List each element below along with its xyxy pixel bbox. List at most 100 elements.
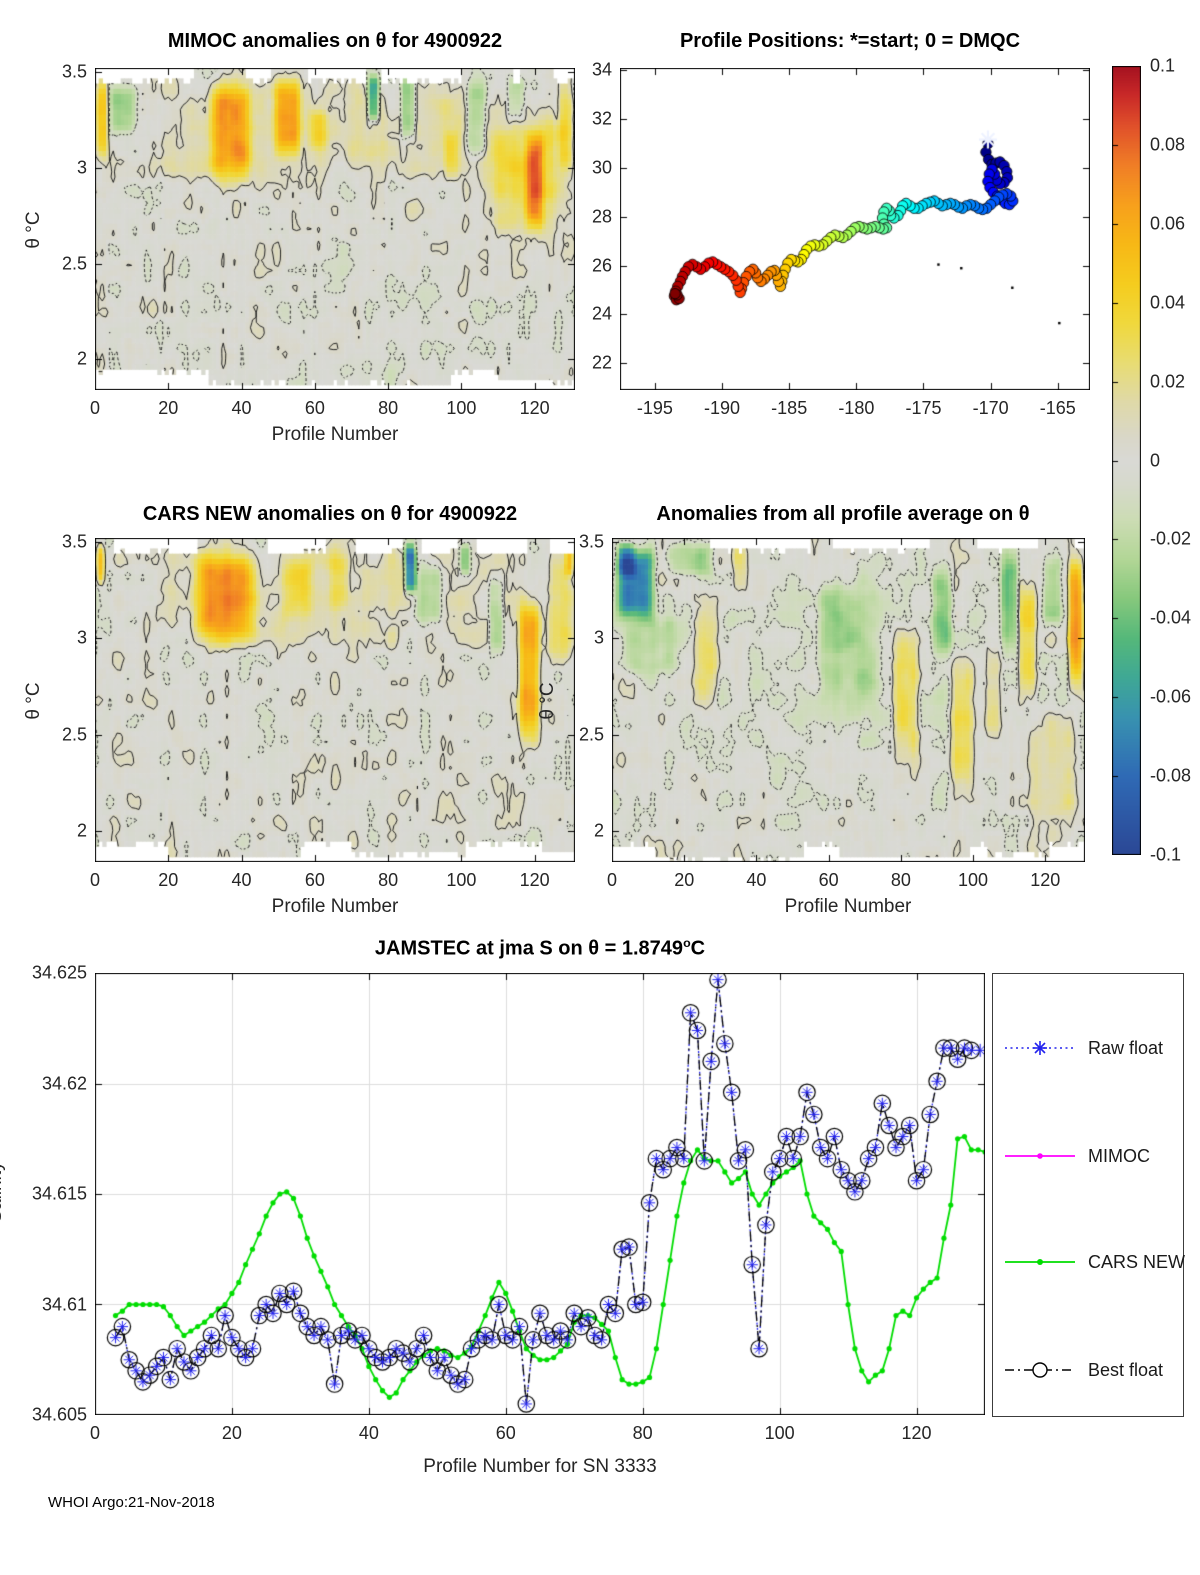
legend-label-raw-float: Raw float [1088,1037,1164,1058]
raw-float-line-sample [1005,1041,1075,1055]
tick-label: 0.04 [1150,292,1186,313]
tick-label: 40 [746,870,767,890]
legend-item-cars-new: CARS NEW [1004,1250,1185,1274]
tick-label: 20 [158,870,179,890]
tick-label: 0.08 [1150,134,1186,155]
tick-label: -195 [636,398,673,418]
jamstec-line-canvas [95,973,985,1415]
colorbar-canvas [1112,66,1141,855]
tick-label: 100 [764,1423,795,1443]
figure-footer: WHOI Argo:21-Nov-2018 [48,1494,215,1511]
tick-label: 3 [76,157,87,178]
tick-label: 0 [89,870,101,890]
best-float-line-sample [1005,1362,1075,1378]
tick-label: 34.615 [31,1183,87,1204]
panel-title-positions: Profile Positions: *=start; 0 = DMQC [679,30,1021,52]
tick-label: 120 [519,870,550,890]
tick-label: -175 [905,398,942,418]
tick-label: 28 [591,206,612,227]
legend-item-raw-float: Raw float [1004,1036,1163,1060]
tick-label: 80 [378,398,399,418]
tick-label: 3 [593,627,604,648]
asterisk-marker-icon [1033,1041,1047,1055]
tick-label: 2.5 [61,724,87,745]
tick-label: -180 [838,398,875,418]
allavg-xlabel: Profile Number [784,896,912,917]
panel-title-allavg: Anomalies from all profile average on θ [656,503,1030,525]
jamstec-ylabel: Salinity [0,1161,6,1223]
mimoc-xlabel: Profile Number [271,424,399,445]
tick-label: -0.1 [1150,844,1182,865]
legend-item-best-float: Best float [1004,1358,1163,1382]
tick-label: 34.62 [41,1073,87,1093]
tick-label: 80 [890,870,911,890]
panel-title-mimoc: MIMOC anomalies on θ for 4900922 [167,30,503,52]
cars-xlabel: Profile Number [271,896,399,917]
tick-label: 120 [901,1423,932,1443]
allavg-ylabel: θ °C [537,682,558,720]
legend-label-best-float: Best float [1088,1359,1164,1380]
tick-label: -170 [972,398,1009,418]
tick-label: 32 [591,108,612,129]
tick-label: 120 [1030,870,1061,890]
tick-label: 100 [446,398,477,418]
dot-marker-icon [1037,1259,1043,1265]
tick-label: 3.5 [61,61,87,82]
tick-label: 0 [1150,450,1161,470]
tick-label: 40 [358,1423,379,1443]
tick-label: -165 [1039,398,1076,418]
tick-label: 22 [591,352,612,373]
tick-label: 0 [606,870,618,890]
mimoc-ylabel: θ °C [23,211,44,249]
tick-label: 3.5 [61,531,87,552]
cars-ylabel: θ °C [23,682,44,720]
jamstec-xlabel: Profile Number for SN 3333 [423,1456,657,1477]
tick-label: 0.02 [1150,371,1186,392]
tick-label: 26 [591,255,612,276]
cars-heatmap-canvas [95,538,575,862]
tick-label: 34.61 [41,1294,87,1314]
legend-box [992,973,1184,1417]
tick-label: -0.04 [1150,607,1192,628]
dot-marker-icon [1037,1153,1043,1159]
mimoc-line-sample [1005,1153,1075,1159]
tick-label: 100 [958,870,989,890]
legend-label-mimoc: MIMOC [1088,1145,1150,1166]
tick-label: 60 [818,870,839,890]
tick-label: 60 [304,870,325,890]
tick-label: 0.1 [1150,55,1176,76]
tick-label: 2 [76,348,87,369]
tick-label: 3.5 [578,531,604,552]
tick-label: 20 [221,1423,242,1443]
tick-label: 80 [378,870,399,890]
tick-label: 34 [591,59,612,80]
tick-label: -0.06 [1150,686,1192,707]
jamstec-title-unit: C [690,937,706,960]
panel-title-cars: CARS NEW anomalies on θ for 4900922 [142,503,518,525]
jamstec-title-degree: o [683,936,691,950]
panel-title-jamstec: JAMSTEC at jma S on θ = 1.8749oC [95,936,985,961]
tick-label: 0.06 [1150,213,1186,234]
tick-label: 2.5 [61,253,87,273]
legend-item-mimoc: MIMOC [1004,1144,1150,1168]
tick-label: 3 [76,627,87,648]
tick-label: 2.5 [578,724,604,745]
tick-label: 0 [89,1423,101,1443]
tick-label: 0 [89,398,101,418]
tick-label: 40 [231,398,252,418]
legend-label-cars-new: CARS NEW [1088,1251,1186,1272]
allavg-heatmap-canvas [612,538,1085,862]
tick-label: 20 [158,398,179,418]
tick-label: -185 [771,398,808,418]
tick-label: -0.08 [1150,765,1192,786]
tick-label: 60 [304,398,325,418]
mimoc-heatmap-canvas [95,68,575,390]
tick-label: 60 [495,1423,516,1443]
tick-label: -190 [704,398,741,418]
tick-label: 80 [632,1423,653,1443]
tick-label: 2 [76,820,87,841]
jamstec-title-main: JAMSTEC at jma S on θ = 1.8749 [374,937,684,960]
tick-label: 34.625 [31,962,87,983]
tick-label: 120 [519,398,550,418]
